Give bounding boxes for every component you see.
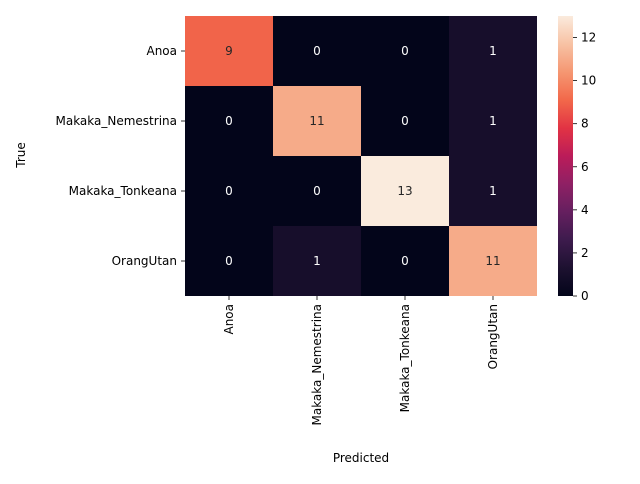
y-tick-label: Makaka_Tonkeana (69, 184, 177, 198)
colorbar-gradient (558, 16, 573, 296)
colorbar: 0 2 4 6 8 10 12 (558, 16, 596, 303)
heatmap-cell-value: 0 (401, 44, 409, 58)
heatmap-cell-value: 0 (313, 44, 321, 58)
heatmap-cell (361, 16, 449, 86)
x-tick-label: Makaka_Nemestrina (310, 304, 324, 426)
heatmap-cell-value: 1 (489, 114, 497, 128)
heatmap-cell-value: 0 (225, 114, 233, 128)
heatmap-cell (449, 16, 537, 86)
heatmap-cell-value: 1 (313, 254, 321, 268)
heatmap-cell (273, 156, 361, 226)
x-axis: Anoa Makaka_Nemestrina Makaka_Tonkeana Oran… (222, 296, 500, 426)
colorbar-tick-label: 10 (581, 74, 596, 88)
heatmap-cell (185, 16, 273, 86)
colorbar-tick-label: 6 (581, 160, 589, 174)
y-axis-title: True (14, 142, 28, 169)
heatmap-cell (273, 226, 361, 296)
colorbar-tick-label: 0 (581, 289, 589, 303)
x-tick-label: Anoa (222, 304, 236, 335)
heatmap-cells (185, 16, 537, 296)
heatmap-cell (185, 226, 273, 296)
x-tick-label: Makaka_Tonkeana (398, 304, 412, 412)
y-tick-label: OrangUtan (112, 254, 177, 268)
heatmap-cell (273, 16, 361, 86)
heatmap-cell-value: 0 (313, 184, 321, 198)
heatmap-cell (185, 156, 273, 226)
heatmap-cell-value: 11 (485, 254, 500, 268)
heatmap-cell-value: 0 (225, 184, 233, 198)
x-axis-title: Predicted (333, 451, 389, 465)
colorbar-tick-label: 8 (581, 117, 589, 131)
x-tick-label: OrangUtan (486, 304, 500, 369)
y-tick-label: Anoa (146, 44, 177, 58)
heatmap-cell (449, 86, 537, 156)
heatmap-cell (273, 86, 361, 156)
heatmap-cell (449, 226, 537, 296)
heatmap-cell-value: 1 (489, 184, 497, 198)
heatmap-cell-value: 1 (489, 44, 497, 58)
heatmap-cell (361, 86, 449, 156)
heatmap-cell (185, 86, 273, 156)
heatmap-cell-value: 9 (225, 44, 233, 58)
heatmap-cell (361, 226, 449, 296)
heatmap-cell-value: 11 (309, 114, 324, 128)
y-tick-label: Makaka_Nemestrina (55, 114, 177, 128)
heatmap-cell (361, 156, 449, 226)
heatmap-cell-value: 0 (401, 254, 409, 268)
colorbar-tick-label: 12 (581, 31, 596, 45)
heatmap-cell (449, 156, 537, 226)
y-axis: Anoa Makaka_Nemestrina Makaka_Tonkeana Oran… (55, 44, 185, 268)
colorbar-tick-label: 4 (581, 203, 589, 217)
heatmap-cell-value: 13 (397, 184, 412, 198)
colorbar-tick-label: 2 (581, 246, 589, 260)
heatmap-cell-value: 0 (401, 114, 409, 128)
heatmap-cell-value: 0 (225, 254, 233, 268)
heatmap-cell-labels: 9 0 0 1 0 11 0 1 0 0 13 1 0 1 0 11 (225, 44, 500, 268)
